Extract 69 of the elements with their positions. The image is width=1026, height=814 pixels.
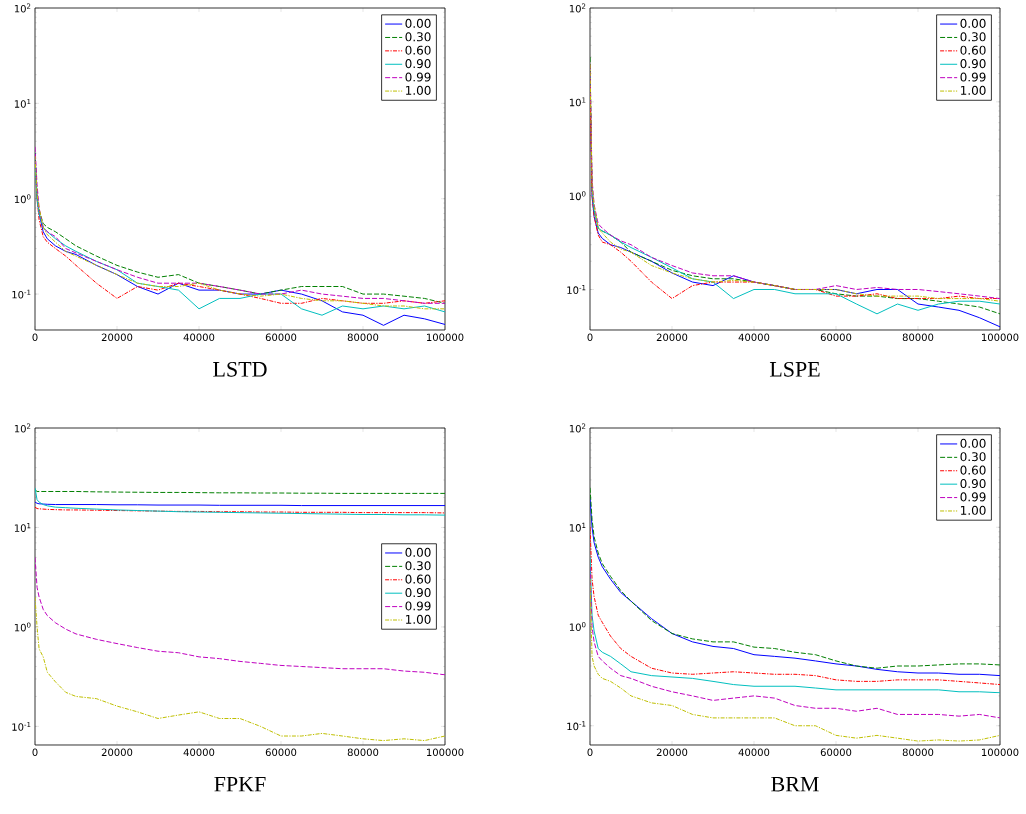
x-axis-title: FPKF bbox=[214, 776, 266, 792]
x-tick-label: 100000 bbox=[982, 748, 1019, 757]
y-tick-label: 10$^{0}$ bbox=[14, 622, 31, 632]
x-tick-label: 0 bbox=[32, 333, 38, 342]
line-series bbox=[35, 487, 445, 516]
y-tick-label: 10$^{1}$ bbox=[569, 522, 586, 532]
legend-label: 0.00 bbox=[960, 18, 986, 28]
legend-label: 1.00 bbox=[406, 614, 431, 624]
legend-label: 0.99 bbox=[960, 72, 986, 82]
y-tick-label: 10$^{1}$ bbox=[14, 98, 31, 108]
x-tick-label: 60000 bbox=[265, 333, 297, 342]
x-tick-label: 80000 bbox=[347, 748, 379, 757]
legend-label: 0.00 bbox=[960, 438, 986, 448]
x-tick-label: 0 bbox=[587, 333, 593, 342]
legend-label: 0.60 bbox=[960, 45, 986, 55]
legend-label: 1.00 bbox=[961, 505, 986, 515]
legend-label: 0.90 bbox=[405, 59, 431, 69]
x-axis-title: BRM bbox=[771, 776, 819, 792]
legend-label: 0.99 bbox=[405, 72, 431, 82]
y-tick-label: 10$^{-1}$ bbox=[567, 721, 586, 731]
legend-label: 0.90 bbox=[960, 478, 986, 489]
x-tick-label: 80000 bbox=[902, 333, 934, 342]
x-tick-label: 40000 bbox=[183, 333, 215, 342]
x-tick-label: 40000 bbox=[738, 748, 770, 757]
x-tick-label: 100000 bbox=[427, 748, 464, 757]
x-tick-label: 100000 bbox=[982, 333, 1019, 342]
y-tick-label: 10$^{-1}$ bbox=[12, 721, 31, 731]
x-tick-label: 20000 bbox=[656, 333, 688, 342]
x-tick-label: 60000 bbox=[820, 333, 852, 342]
y-tick-label: 10$^{-1}$ bbox=[567, 285, 586, 294]
x-axis-title: LSTD bbox=[213, 361, 267, 377]
x-tick-label: 40000 bbox=[183, 748, 215, 757]
x-tick-label: 40000 bbox=[738, 333, 770, 342]
y-tick-label: 10$^{-1}$ bbox=[12, 289, 31, 299]
legend-label: 0.60 bbox=[960, 465, 986, 475]
x-tick-label: 20000 bbox=[656, 748, 688, 757]
legend-label: 0.99 bbox=[405, 601, 431, 611]
x-axis-title: LSPE bbox=[769, 361, 820, 377]
legend-label: 0.60 bbox=[405, 574, 431, 584]
legend-label: 0.30 bbox=[960, 452, 986, 462]
legend-label: 1.00 bbox=[961, 85, 986, 95]
x-tick-label: 60000 bbox=[265, 748, 297, 757]
x-tick-label: 20000 bbox=[101, 748, 133, 757]
x-tick-label: 20000 bbox=[101, 333, 133, 342]
legend-label: 0.30 bbox=[960, 32, 986, 42]
legend-label: 0.30 bbox=[405, 32, 431, 42]
y-tick-label: 10$^{0}$ bbox=[569, 191, 586, 201]
legend-label: 0.99 bbox=[960, 492, 986, 502]
legend-label: 1.00 bbox=[406, 85, 431, 95]
x-tick-label: 0 bbox=[32, 748, 38, 757]
y-tick-label: 10$^{2}$ bbox=[569, 423, 586, 433]
y-tick-label: 10$^{2}$ bbox=[14, 423, 31, 433]
legend-label: 0.90 bbox=[960, 59, 986, 69]
legend-label: 0.30 bbox=[405, 561, 431, 571]
x-tick-label: 0 bbox=[587, 748, 593, 757]
y-tick-label: 10$^{2}$ bbox=[14, 3, 31, 13]
y-tick-label: 10$^{0}$ bbox=[14, 194, 31, 204]
y-tick-label: 10$^{1}$ bbox=[14, 523, 31, 532]
x-tick-label: 80000 bbox=[347, 333, 379, 342]
legend-label: 0.60 bbox=[405, 45, 431, 55]
y-tick-label: 10$^{0}$ bbox=[569, 622, 586, 631]
y-tick-label: 10$^{1}$ bbox=[569, 97, 586, 107]
legend-label: 0.00 bbox=[405, 18, 431, 28]
x-tick-label: 100000 bbox=[427, 333, 464, 342]
x-tick-label: 60000 bbox=[820, 748, 852, 757]
legend-label: 0.90 bbox=[405, 588, 431, 598]
y-tick-label: 10$^{2}$ bbox=[569, 3, 586, 13]
x-tick-label: 80000 bbox=[902, 748, 934, 757]
legend-label: 0.00 bbox=[405, 547, 431, 557]
